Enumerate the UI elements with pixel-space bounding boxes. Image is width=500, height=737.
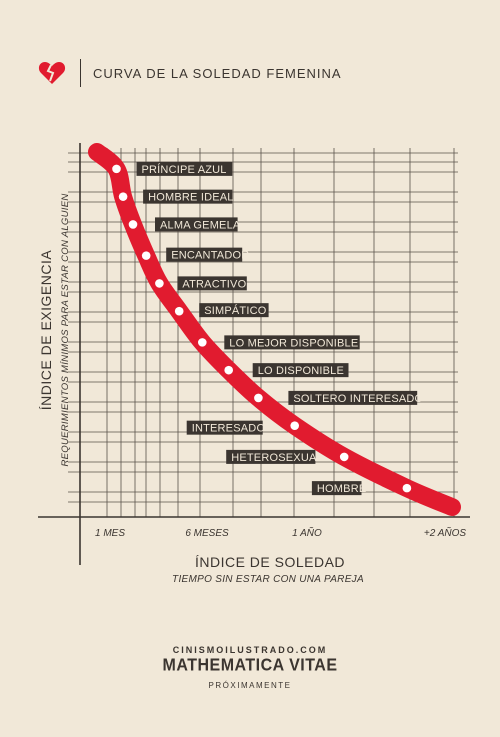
point-label: LO MEJOR DISPONIBLE (224, 335, 360, 350)
point-label-text: HOMBRE (317, 483, 366, 495)
point-label-text: ENCANTADOR (171, 250, 249, 262)
point-label-bg (155, 217, 238, 232)
point-label-text: SOLTERO INTERESADO (293, 393, 423, 405)
curve-point (112, 164, 121, 174)
page-title: CURVA DE LA SOLEDAD FEMENINA (93, 65, 342, 81)
curve-point (254, 393, 263, 403)
x-axis-title: ÍNDICE DE SOLEDAD (195, 554, 345, 570)
header-divider (80, 59, 81, 87)
point-label: HETEROSEXUAL (226, 449, 323, 464)
footer-brand: MATHEMATICA VITAE (162, 656, 338, 675)
point-label: INTERESADO (186, 420, 266, 435)
point-label-bg (252, 363, 349, 378)
point-label-text: INTERESADO (192, 423, 266, 435)
broken-heart-icon (38, 62, 66, 84)
point-label: ATRACTIVO (177, 276, 247, 291)
x-tick-labels: 1 MES 6 MESES 1 AÑO +2 AÑOS (95, 526, 466, 539)
curve-point (174, 306, 184, 316)
footer-site: CINISMOILUSTRADO.COM (172, 645, 328, 655)
curve-point (198, 338, 207, 347)
point-label: HOMBRE (311, 481, 366, 496)
point-label-text: SIMPÁTICO (204, 304, 267, 317)
curve-point (224, 365, 233, 375)
y-axis-subtitle: REQUERIMIENTOS MÍNIMOS PARA ESTAR CON AL… (60, 193, 71, 466)
point-label: ALMA GEMELA (155, 217, 241, 232)
point-label-bg (143, 189, 233, 204)
curve-point (141, 251, 151, 260)
point-label-text: LO MEJOR DISPONIBLE (229, 337, 358, 349)
point-label-text: PRÍNCIPE AZUL (142, 163, 227, 176)
footer-status: PRÓXIMAMENTE (208, 681, 292, 690)
point-label: PRÍNCIPE AZUL (136, 161, 233, 176)
point-label-bg (199, 303, 269, 318)
curve-point (118, 192, 128, 201)
point-label-text: ALMA GEMELA (160, 219, 241, 231)
curve-layer (88, 143, 461, 516)
curve-point (339, 452, 349, 462)
point-label-bg (311, 481, 362, 496)
point-label-bg (226, 449, 316, 464)
point-label: SIMPÁTICO (199, 303, 269, 318)
point-label: ENCANTADOR (166, 247, 249, 262)
x-tick-label: +2 AÑOS (424, 526, 466, 539)
point-label: SOLTERO INTERESADO (288, 390, 423, 405)
x-tick-label: 1 AÑO (292, 526, 322, 539)
point-label-bg (136, 161, 233, 176)
point-label-text: HETEROSEXUAL (231, 452, 323, 464)
header: CURVA DE LA SOLEDAD FEMENINA (38, 58, 342, 88)
point-label-text: ATRACTIVO (182, 278, 246, 290)
point-label-bg (186, 420, 263, 435)
curve-point (402, 483, 412, 493)
x-tick-label: 6 MESES (185, 528, 229, 539)
curve-point (290, 421, 300, 430)
point-label-bg (288, 390, 418, 405)
x-tick-label: 1 MES (95, 528, 125, 539)
point-label-bg (224, 335, 360, 350)
point-label-bg (177, 276, 247, 291)
point-label-text: HOMBRE IDEAL (148, 192, 234, 204)
point-label: LO DISPONIBLE (252, 363, 349, 378)
curve-point (128, 220, 138, 229)
point-labels: PRÍNCIPE AZUL HOMBRE IDEAL ALMA GEMELA ENCA… (136, 161, 423, 496)
point-label: HOMBRE IDEAL (143, 189, 234, 204)
curve-point (155, 279, 164, 288)
y-axis-title: ÍNDICE DE EXIGENCIA (38, 250, 54, 411)
point-label-text: LO DISPONIBLE (258, 365, 344, 377)
chart-axes (38, 143, 470, 565)
axis-titles: ÍNDICE DE SOLEDAD TIEMPO SIN ESTAR CON U… (38, 193, 364, 585)
point-label-bg (166, 247, 243, 262)
x-axis-subtitle: TIEMPO SIN ESTAR CON UNA PAREJA (172, 574, 364, 585)
